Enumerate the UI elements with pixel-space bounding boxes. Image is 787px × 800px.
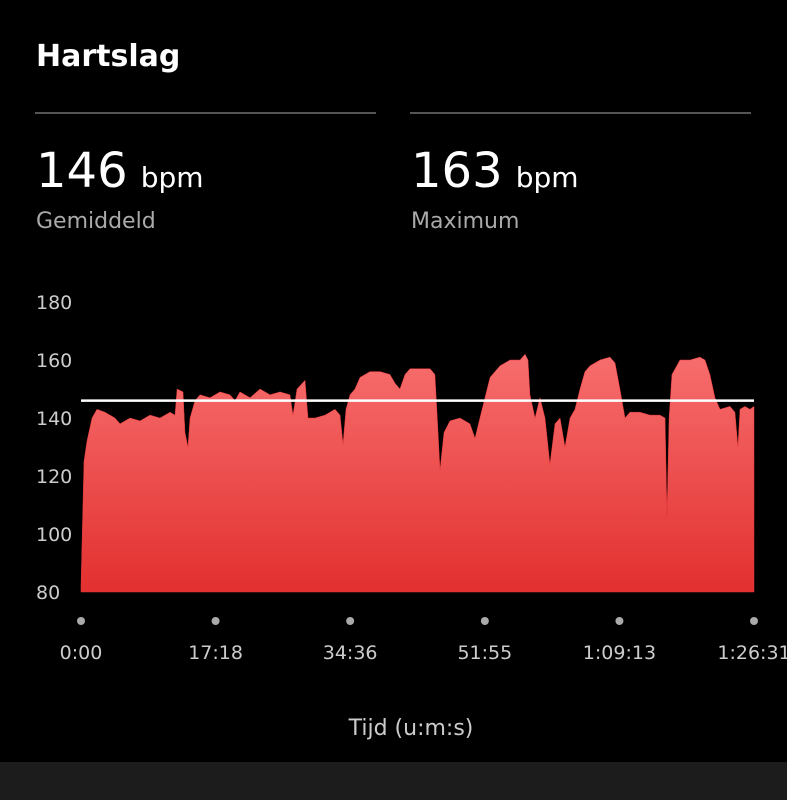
stat: 146 bpm [36, 143, 204, 199]
y-tick-label: 120 [36, 466, 72, 488]
x-tick-dot [480, 617, 489, 625]
x-tick-label: 17:18 [188, 642, 243, 664]
y-tick-label: 180 [36, 292, 72, 314]
x-tick-dot [211, 617, 220, 625]
x-tick-label: 51:55 [457, 642, 512, 664]
stat-unit: bpm [141, 161, 204, 194]
x-tick-label: 1:26:31 [717, 642, 787, 664]
y-tick-label: 100 [36, 524, 72, 546]
stat: 163 bpm [411, 143, 579, 199]
stat-label: Maximum [411, 209, 519, 234]
y-tick-label: 140 [36, 408, 72, 430]
x-tick-dot [750, 617, 758, 625]
title: Hartslag [36, 39, 180, 74]
y-tick-label: 80 [36, 582, 60, 604]
bottom-bar [0, 762, 787, 800]
x-tick-dot [346, 617, 355, 625]
stat-value: 163 [411, 143, 503, 199]
stat-unit: bpm [516, 161, 579, 194]
x-tick-dot [77, 617, 85, 625]
stat-value: 146 [36, 143, 128, 199]
heart-rate-area [80, 353, 755, 593]
x-tick-label: 1:09:13 [583, 642, 656, 664]
stat-label: Gemiddeld [36, 209, 156, 234]
x-axis-label: Tijd (u:m:s) [348, 716, 474, 741]
x-tick-dot [615, 617, 624, 625]
x-tick-label: 34:36 [323, 642, 378, 664]
y-tick-label: 160 [36, 350, 72, 372]
x-tick-label: 0:00 [60, 642, 103, 664]
